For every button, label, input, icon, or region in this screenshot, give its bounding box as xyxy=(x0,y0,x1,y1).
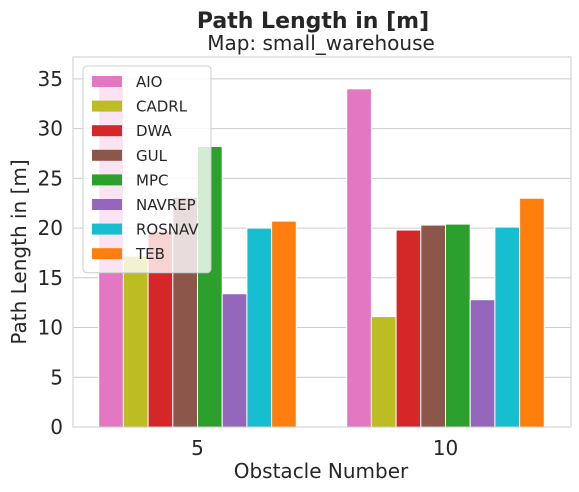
legend-label-rosnav: ROSNAV xyxy=(136,221,199,239)
bar-aio-10 xyxy=(346,88,372,428)
legend-label-dwa: DWA xyxy=(136,122,173,140)
legend-swatch-rosnav xyxy=(92,223,122,235)
axes xyxy=(72,56,572,428)
y-tick-label: 30 xyxy=(38,117,63,141)
bar-mpc-10 xyxy=(445,223,471,428)
x-tick-label: 5 xyxy=(191,436,204,460)
bar-navrep-5 xyxy=(221,293,248,428)
plot-frame xyxy=(72,56,572,428)
legend-swatch-gul xyxy=(92,149,122,161)
legend-label-navrep: NAVREP xyxy=(136,196,196,214)
y-axis-label: Path Length in [m] xyxy=(7,159,31,344)
legend: AIO CADRL DWA GUL MPC NAVREP ROSNAV TEB xyxy=(82,65,212,274)
y-tick-label: 0 xyxy=(50,415,63,439)
bar-cadrl-10 xyxy=(370,316,397,428)
chart-subtitle: Map: small_warehouse xyxy=(207,31,435,55)
y-tick-label: 15 xyxy=(38,266,63,290)
bar-cadrl-5 xyxy=(122,255,149,428)
legend-swatch-mpc xyxy=(92,174,122,186)
legend-label-cadrl: CADRL xyxy=(136,98,188,116)
legend-label-aio: AIO xyxy=(136,73,163,91)
legend-swatch-navrep xyxy=(92,199,122,210)
y-tick-label: 35 xyxy=(38,67,63,91)
bar-gul-10 xyxy=(420,224,446,428)
x-axis-label: Obstacle Number xyxy=(234,459,409,483)
legend-swatch-cadrl xyxy=(92,100,122,112)
y-tick-label: 10 xyxy=(38,316,63,340)
legend-swatch-dwa xyxy=(92,125,122,137)
legend-label-teb: TEB xyxy=(135,245,165,263)
y-tick-label: 25 xyxy=(38,166,63,190)
legend-box xyxy=(82,65,212,274)
bar-teb-5 xyxy=(271,220,297,428)
bar-navrep-10 xyxy=(469,299,496,428)
legend-swatch-aio xyxy=(92,76,122,87)
chart-title: Path Length in [m] xyxy=(197,9,429,34)
legend-label-mpc: MPC xyxy=(136,171,168,189)
bar-rosnav-5 xyxy=(246,227,273,428)
bar-rosnav-10 xyxy=(494,226,521,428)
bar-teb-10 xyxy=(519,197,545,428)
legend-swatch-teb xyxy=(92,248,122,260)
x-tick-label: 10 xyxy=(433,436,458,460)
y-tick-label: 5 xyxy=(50,365,63,389)
bar-dwa-10 xyxy=(395,229,422,428)
tick-labels: 0 5 10 15 20 25 30 35 5 10 xyxy=(38,67,459,460)
legend-label-gul: GUL xyxy=(136,147,168,165)
y-tick-label: 20 xyxy=(38,216,63,240)
